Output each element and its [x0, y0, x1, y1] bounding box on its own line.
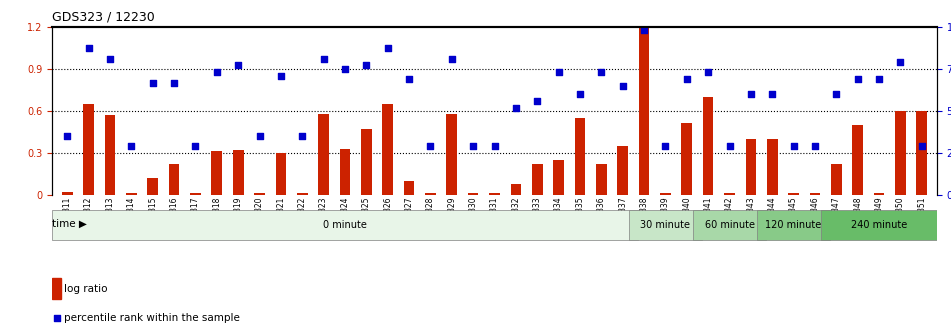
Bar [446, 114, 457, 195]
Point [209, 69, 224, 74]
Bar [340, 149, 350, 195]
Bar [404, 181, 415, 195]
Bar [574, 118, 585, 195]
FancyBboxPatch shape [693, 210, 766, 240]
Bar [62, 192, 72, 195]
Point [722, 143, 737, 149]
Bar [852, 125, 864, 195]
Point [551, 69, 566, 74]
Bar [895, 111, 905, 195]
Bar [703, 97, 713, 195]
Bar [532, 164, 543, 195]
Text: log ratio: log ratio [64, 284, 107, 294]
Bar [126, 194, 137, 195]
Bar [788, 194, 799, 195]
Point [679, 76, 694, 81]
Point [252, 133, 267, 139]
Bar [254, 194, 265, 195]
Text: 60 minute: 60 minute [705, 220, 754, 230]
Bar [874, 194, 884, 195]
Bar [361, 129, 372, 195]
Point [81, 45, 96, 51]
Text: percentile rank within the sample: percentile rank within the sample [64, 312, 240, 323]
Point [466, 143, 481, 149]
Text: 0 minute: 0 minute [323, 220, 367, 230]
Point [508, 106, 523, 111]
Bar [682, 124, 692, 195]
Bar [831, 164, 842, 195]
Bar [168, 164, 180, 195]
Point [423, 143, 438, 149]
Bar [489, 194, 500, 195]
Point [658, 143, 673, 149]
Point [593, 69, 609, 74]
Bar [105, 115, 115, 195]
Bar [52, 278, 61, 299]
Point [573, 91, 588, 97]
Point [338, 66, 353, 72]
Bar [596, 164, 607, 195]
FancyBboxPatch shape [52, 210, 638, 240]
Point [487, 143, 502, 149]
Point [103, 56, 118, 62]
Bar [809, 194, 821, 195]
Point [188, 143, 204, 149]
Point [530, 98, 545, 104]
Bar [319, 114, 329, 195]
Bar [233, 150, 243, 195]
Text: time ▶: time ▶ [52, 218, 87, 228]
Bar [468, 194, 478, 195]
Point [765, 91, 780, 97]
Text: 30 minute: 30 minute [640, 220, 690, 230]
Bar [276, 153, 286, 195]
Bar [84, 104, 94, 195]
Point [636, 27, 651, 32]
Bar [746, 139, 756, 195]
FancyBboxPatch shape [822, 210, 937, 240]
Point [914, 143, 929, 149]
Point [60, 133, 75, 139]
Bar [724, 194, 735, 195]
Bar [617, 146, 628, 195]
Bar [297, 194, 307, 195]
FancyBboxPatch shape [630, 210, 702, 240]
Bar [147, 178, 158, 195]
Point [124, 143, 139, 149]
Point [828, 91, 844, 97]
Point [444, 56, 459, 62]
Point [230, 62, 245, 67]
Text: GDS323 / 12230: GDS323 / 12230 [52, 10, 155, 23]
Point [701, 69, 716, 74]
Point [166, 80, 182, 86]
Point [359, 62, 374, 67]
Text: 240 minute: 240 minute [851, 220, 907, 230]
Point [871, 76, 886, 81]
Point [321, 162, 337, 168]
Bar [425, 194, 436, 195]
Point [850, 76, 865, 81]
Bar [211, 152, 223, 195]
Point [807, 143, 823, 149]
Bar [660, 194, 670, 195]
Point [316, 56, 331, 62]
Point [380, 45, 396, 51]
Point [401, 76, 417, 81]
Bar [511, 184, 521, 195]
FancyBboxPatch shape [757, 210, 830, 240]
Bar [190, 194, 201, 195]
Point [146, 80, 161, 86]
Point [615, 83, 631, 88]
Point [786, 143, 801, 149]
Point [273, 73, 288, 79]
Bar [382, 104, 393, 195]
Bar [639, 27, 650, 195]
Point [893, 59, 908, 65]
Bar [917, 111, 927, 195]
Text: 120 minute: 120 minute [766, 220, 822, 230]
Point [295, 133, 310, 139]
Point [744, 91, 759, 97]
Bar [553, 160, 564, 195]
Bar [767, 139, 778, 195]
